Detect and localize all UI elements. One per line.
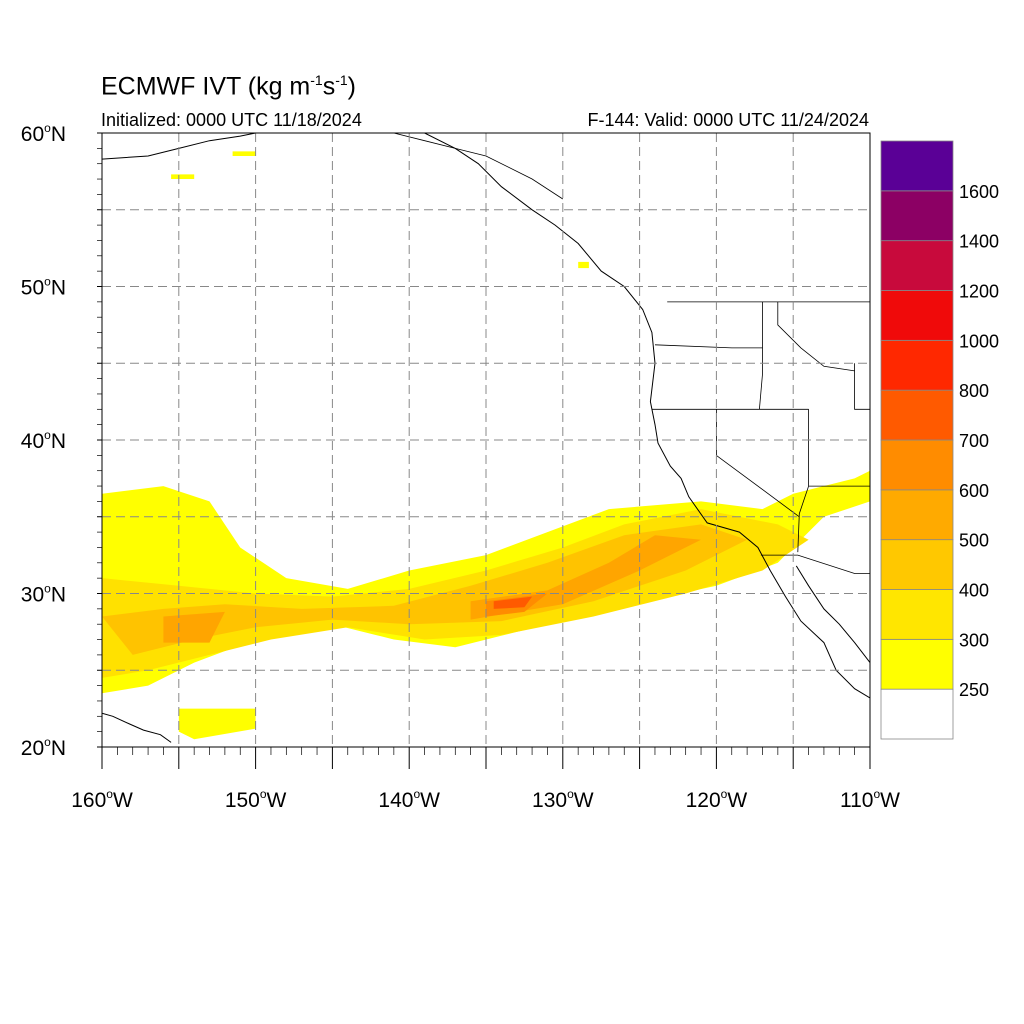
colorbar-label: 500 — [959, 531, 989, 551]
ivt-alaska-patch — [171, 174, 195, 179]
lat-label: 40oN — [21, 428, 66, 453]
lon-label: 110oW — [840, 787, 900, 812]
map-gridlines — [102, 133, 870, 747]
ivt-bc-patch — [578, 261, 589, 269]
lat-label: 20oN — [21, 735, 66, 760]
colorbar-swatch — [880, 240, 954, 291]
alaska-coast — [102, 133, 256, 160]
colorbar-swatch — [880, 688, 954, 740]
ivt-alaska-patch-2 — [232, 151, 256, 156]
lat-label: 50oN — [21, 275, 66, 300]
colorbar-label: 700 — [959, 431, 989, 451]
colorbar-label: 600 — [959, 481, 989, 501]
longitude-labels: 160oW 150oW 140oW 130oW 120oW 110oW — [71, 787, 900, 812]
ivt-main-river-400 — [102, 524, 748, 655]
utah-east-border — [854, 363, 870, 410]
colorbar-swatch — [880, 638, 954, 690]
idaho-west-border — [759, 301, 763, 410]
lon-label: 150oW — [225, 787, 287, 812]
colorbar-label: 800 — [959, 381, 989, 401]
alaska-canada-border — [393, 133, 564, 200]
title-text: ECMWF IVT (kg m — [101, 72, 311, 101]
lon-label: 130oW — [532, 787, 594, 812]
colorbar-label: 1400 — [959, 232, 999, 252]
lat-label: 60oN — [21, 121, 66, 146]
gulf-of-california-coast — [795, 565, 870, 663]
latitude-labels: 60oN 50oN 40oN 30oN 20oN — [21, 121, 66, 760]
lat-label: 30oN — [21, 582, 66, 607]
colorbar-swatch — [880, 589, 954, 640]
colorbar-swatch — [880, 140, 954, 192]
colorbar-swatch — [880, 539, 954, 590]
axis-ticks — [97, 132, 871, 769]
colorbar-swatch — [880, 339, 954, 391]
valid-time-label: F-144: Valid: 0000 UTC 11/24/2024 — [587, 110, 869, 130]
coastlines-and-borders — [102, 133, 870, 743]
colorbar: 250 300 400 500 600 700 800 1000 1200 1400 1600 — [880, 140, 999, 740]
title-close: ) — [347, 72, 356, 101]
hawaii-coast — [102, 712, 172, 743]
washington-oregon-border — [654, 344, 763, 349]
pacific-northwest-coast — [424, 133, 870, 699]
lon-label: 120oW — [686, 787, 748, 812]
colorbar-label: 1200 — [959, 282, 999, 302]
ivt-southern-patch — [178, 708, 256, 740]
lon-label: 140oW — [378, 787, 440, 812]
lon-label: 160oW — [71, 787, 133, 812]
colorbar-swatch — [880, 389, 954, 441]
title-exponent-1: -1 — [310, 72, 323, 88]
colorbar-swatch — [880, 190, 954, 242]
montana-idaho-border — [777, 301, 855, 372]
colorbar-label: 250 — [959, 680, 989, 700]
title-unit-s: s — [322, 72, 336, 101]
ivt-core-700 — [493, 596, 533, 609]
us-mexico-border — [760, 554, 870, 574]
colorbar-label: 1600 — [959, 182, 999, 202]
title-exponent-2: -1 — [335, 72, 348, 88]
colorbar-label: 400 — [959, 581, 989, 601]
colorbar-swatch — [880, 439, 954, 491]
colorbar-label: 300 — [959, 630, 989, 650]
colorbar-label: 1000 — [959, 331, 999, 351]
nevada-arizona-border — [797, 409, 809, 553]
colorbar-swatch — [880, 489, 954, 541]
ivt-core-500 — [163, 611, 225, 643]
map-title: ECMWF IVT (kg m-1s-1) — [101, 72, 356, 101]
colorbar-swatch — [880, 290, 954, 341]
initialized-label: Initialized: 0000 UTC 11/18/2024 — [101, 110, 362, 130]
